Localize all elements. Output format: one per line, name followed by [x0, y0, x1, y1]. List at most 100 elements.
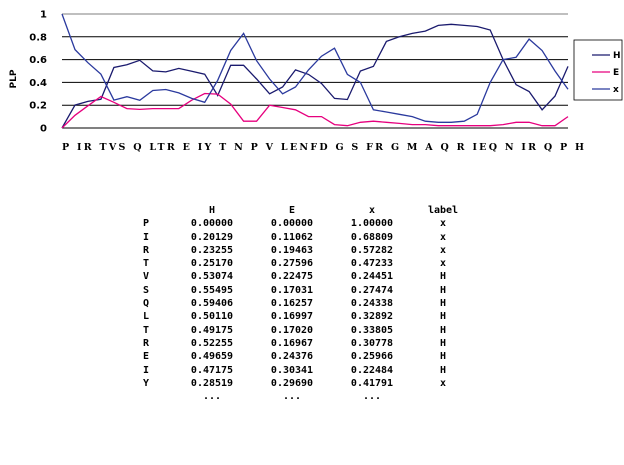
table-cell: 0.24338 [350, 298, 394, 310]
table-cell: H [439, 271, 447, 283]
series-line-H [61, 23, 569, 129]
table-cell: H [439, 351, 447, 363]
table-cell: T [142, 324, 150, 336]
table-cell: H [439, 337, 447, 349]
table-cell [120, 390, 172, 403]
table-cell: Y [142, 377, 150, 389]
table-cell: 1.00000 [350, 218, 394, 230]
table-cell: 0.19463 [270, 244, 314, 256]
table-cell: 0.57282 [350, 244, 394, 256]
table-cell: 0.17020 [270, 324, 314, 336]
table-cell: 0.50110 [190, 311, 234, 323]
legend: HEx [573, 39, 623, 101]
table-cell: 0.30778 [350, 337, 394, 349]
table-cell: R [142, 244, 150, 256]
table-cell: ... [362, 391, 382, 403]
table-cell: 0.32892 [350, 311, 394, 323]
table-cell: 0.52255 [190, 337, 234, 349]
table-row: I 0.47175 0.30341 0.22484 H [120, 364, 474, 377]
table-cell: H [439, 284, 447, 296]
y-tick-label: 0.6 [29, 55, 47, 66]
table-ellipsis-row: ......... [120, 390, 474, 403]
table-header-cell: x [368, 205, 376, 216]
table-cell: x [439, 218, 447, 230]
table-cell: 0.29690 [270, 377, 314, 389]
grid-lines [62, 13, 568, 129]
table-cell: ... [202, 391, 222, 403]
legend-box [573, 39, 623, 101]
y-tick-label: 0.4 [29, 78, 47, 89]
table-cell: H [439, 364, 447, 376]
table-cell: 0.24451 [350, 271, 394, 283]
y-tick-label: 0.2 [29, 101, 47, 112]
table-row: Q 0.59406 0.16257 0.24338 H [120, 297, 474, 310]
table-row: S 0.55495 0.17031 0.27474 H [120, 284, 474, 297]
table-cell: 0.17031 [270, 284, 314, 296]
legend-label-x: x [613, 85, 619, 95]
table-cell: 0.00000 [190, 218, 234, 230]
table-cell: 0.22484 [350, 364, 394, 376]
table-cell: 0.28519 [190, 377, 234, 389]
series-line-x [61, 13, 569, 123]
table-row: R 0.23255 0.19463 0.57282 x [120, 244, 474, 257]
table-cell: S [142, 284, 150, 296]
table-cell: L [142, 311, 150, 323]
table-cell: 0.25966 [350, 351, 394, 363]
table-cell: 0.20129 [190, 231, 234, 243]
table-cell: 0.55495 [190, 284, 234, 296]
table-cell: E [142, 351, 150, 363]
table-cell: ... [282, 391, 302, 403]
table-body: P 0.00000 0.00000 1.00000 x I 0.20129 0.11062 0.… [120, 217, 474, 403]
table-cell: 0.00000 [270, 218, 314, 230]
table-cell: 0.33805 [350, 324, 394, 336]
series-lines [61, 13, 569, 129]
table-cell: T [142, 258, 150, 270]
table-cell: 0.16997 [270, 311, 314, 323]
table-cell: x [439, 244, 447, 256]
table-cell: 0.27474 [350, 284, 394, 296]
table-cell: I [142, 231, 150, 243]
table-cell: H [439, 311, 447, 323]
table-row: Y 0.28519 0.29690 0.41791 x [120, 377, 474, 390]
table-cell: 0.24376 [270, 351, 314, 363]
table-row: L 0.50110 0.16997 0.32892 H [120, 310, 474, 323]
table-cell: 0.16257 [270, 298, 314, 310]
table-cell: V [142, 271, 150, 283]
table-cell: 0.49659 [190, 351, 234, 363]
table-cell: Q [142, 298, 150, 310]
y-tick-label: 0.8 [29, 32, 47, 43]
legend-label-E: E [613, 68, 619, 78]
table-cell: x [439, 258, 447, 270]
table-cell: 0.25170 [190, 258, 234, 270]
table-cell [412, 390, 474, 403]
table-row: T 0.25170 0.27596 0.47233 x [120, 257, 474, 270]
table-cell: 0.16967 [270, 337, 314, 349]
table-row: T 0.49175 0.17020 0.33805 H [120, 324, 474, 337]
table-cell: 0.59406 [190, 298, 234, 310]
table-header-cell: E [288, 205, 296, 216]
table-cell: P [142, 218, 150, 230]
legend-label-H: H [613, 51, 621, 61]
table-cell: 0.47175 [190, 364, 234, 376]
table-cell: 0.30341 [270, 364, 314, 376]
table-header-cell [120, 204, 172, 217]
table-row: P 0.00000 0.00000 1.00000 x [120, 217, 474, 230]
table-cell: R [142, 337, 150, 349]
plp-line-chart: 0 0.2 0.4 0.6 0.8 1 PLP P IR TVS Q LTR E IY T… [9, 10, 623, 153]
table-row: R 0.52255 0.16967 0.30778 H [120, 337, 474, 350]
table-row: E 0.49659 0.24376 0.25966 H [120, 350, 474, 363]
table-cell: 0.27596 [270, 258, 314, 270]
table-header-cell: label [427, 205, 459, 216]
table-row: V 0.53074 0.22475 0.24451 H [120, 270, 474, 283]
y-axis-label: PLP [9, 69, 19, 88]
y-tick-label: 1 [40, 10, 47, 21]
table-header-cell: H [208, 205, 216, 216]
table-row: I 0.20129 0.11062 0.68809 x [120, 231, 474, 244]
table-cell: 0.23255 [190, 244, 234, 256]
table-cell: 0.41791 [350, 377, 394, 389]
table-cell: 0.53074 [190, 271, 234, 283]
table-cell: H [439, 324, 447, 336]
x-axis-sequence-label: P IR TVS Q LTR E IY T N P V LENFD G S FR… [62, 142, 584, 153]
